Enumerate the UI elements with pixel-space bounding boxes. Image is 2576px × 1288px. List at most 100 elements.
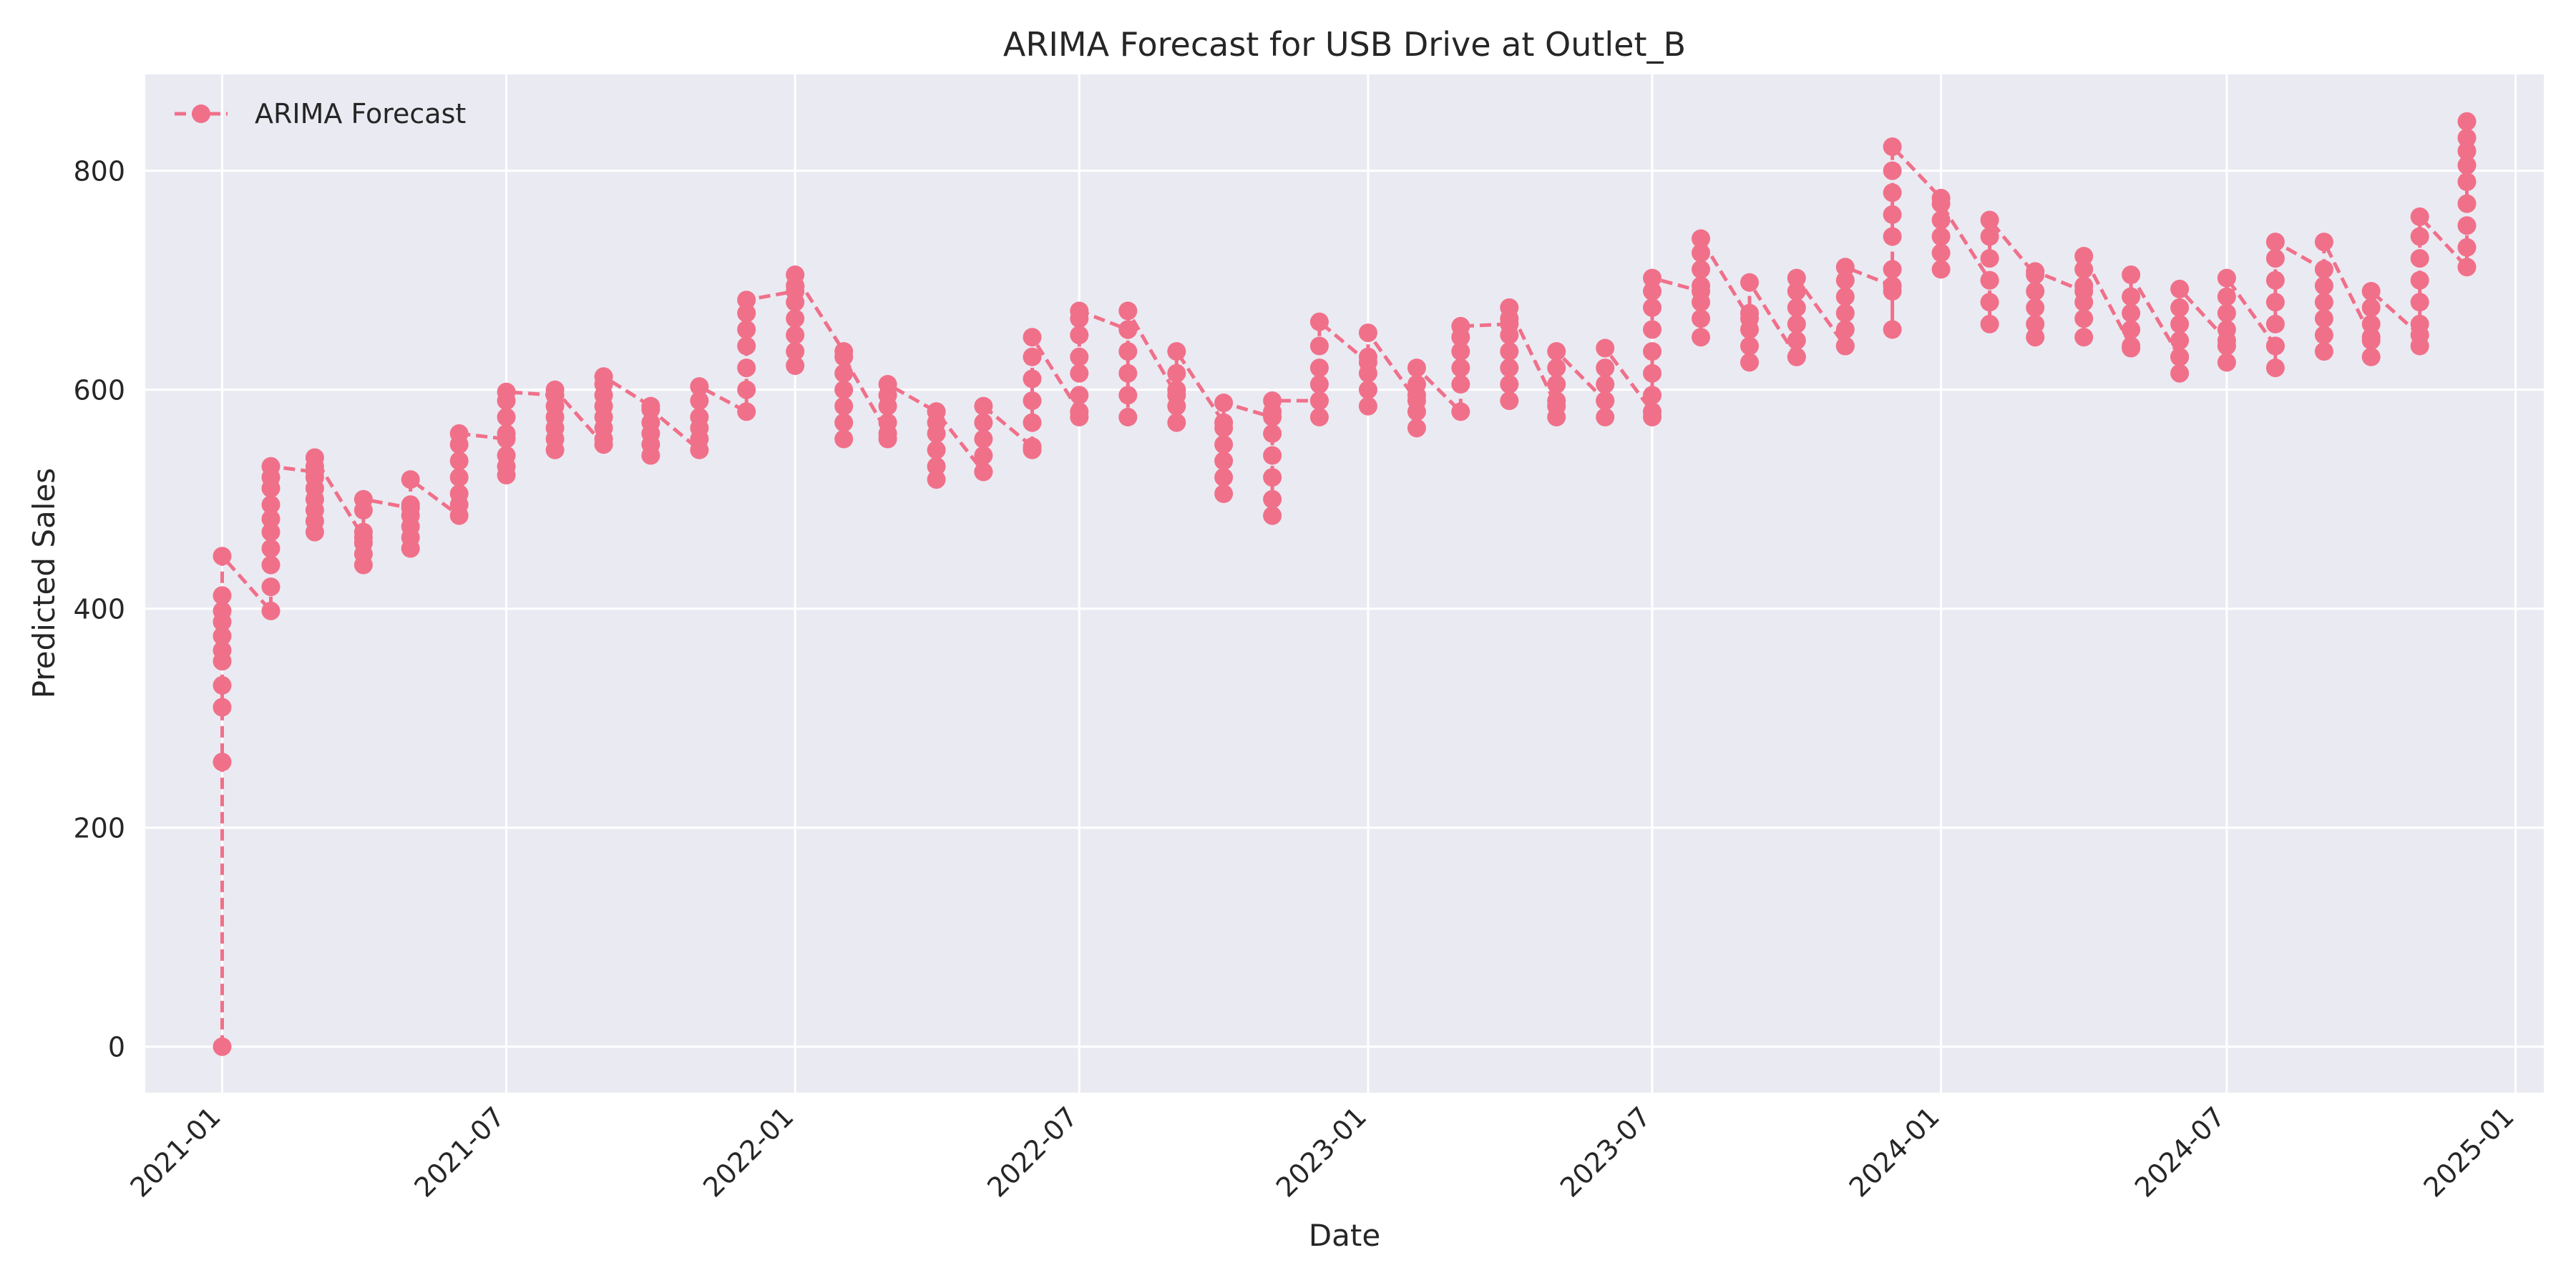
data-point xyxy=(786,309,805,328)
data-point xyxy=(878,375,897,394)
data-point xyxy=(305,448,324,467)
data-point xyxy=(261,601,280,620)
data-point xyxy=(1547,391,1566,410)
data-point xyxy=(2265,336,2285,356)
data-point xyxy=(974,429,993,449)
data-point xyxy=(1883,137,1902,156)
data-point xyxy=(1596,391,1615,410)
legend-marker xyxy=(192,104,210,123)
x-tick-label: 2025-01 xyxy=(2417,1101,2519,1203)
data-point xyxy=(2074,247,2094,265)
data-point xyxy=(1451,342,1470,361)
x-axis-label: Date xyxy=(1309,1218,1380,1253)
data-point xyxy=(1500,375,1519,394)
y-axis-label: Predicted Sales xyxy=(26,468,62,698)
data-point xyxy=(1931,227,1951,246)
data-point xyxy=(2122,303,2141,323)
data-point xyxy=(2026,282,2045,301)
data-point xyxy=(2074,260,2094,279)
data-point xyxy=(1547,358,1566,378)
data-point xyxy=(2457,142,2477,161)
data-point xyxy=(737,336,756,356)
data-point xyxy=(449,452,469,471)
data-point xyxy=(1451,358,1470,378)
data-point xyxy=(545,380,565,399)
x-tick-label: 2023-01 xyxy=(1270,1101,1372,1203)
data-point xyxy=(2217,353,2236,372)
data-point xyxy=(1500,391,1519,410)
data-point xyxy=(213,626,232,645)
data-point xyxy=(213,601,232,620)
data-point xyxy=(1407,358,1426,378)
data-point xyxy=(1023,369,1042,389)
data-point xyxy=(786,265,805,284)
data-point xyxy=(2314,326,2333,345)
data-point xyxy=(2074,293,2094,312)
data-point xyxy=(1118,407,1138,426)
data-point xyxy=(1835,336,1855,356)
data-point xyxy=(1835,270,1855,290)
data-point xyxy=(974,413,993,432)
data-point xyxy=(1596,338,1615,358)
data-point xyxy=(1883,260,1902,279)
data-point xyxy=(1980,227,1999,246)
data-point xyxy=(2410,314,2429,333)
x-tick-label: 2022-01 xyxy=(697,1101,799,1203)
data-point xyxy=(2170,298,2190,317)
data-point xyxy=(1309,391,1329,410)
data-point xyxy=(1643,268,1662,288)
data-point xyxy=(213,698,232,717)
data-point xyxy=(2457,258,2477,277)
data-point xyxy=(2314,233,2333,252)
data-point xyxy=(1835,303,1855,323)
data-point xyxy=(1407,419,1426,438)
data-point xyxy=(261,577,280,597)
data-point xyxy=(1692,309,1710,328)
data-point xyxy=(737,303,756,323)
data-point xyxy=(737,291,756,310)
data-point xyxy=(737,402,756,421)
data-point xyxy=(834,364,854,383)
data-point xyxy=(1263,506,1282,525)
data-point xyxy=(1835,287,1855,306)
data-point xyxy=(2217,303,2236,323)
data-point xyxy=(545,396,565,416)
data-point xyxy=(2265,233,2285,252)
data-point xyxy=(1263,468,1282,487)
data-point xyxy=(641,400,660,419)
data-point xyxy=(1883,227,1902,246)
data-point xyxy=(786,356,805,375)
data-point xyxy=(2361,331,2381,350)
data-point xyxy=(1787,282,1806,301)
x-tick-label: 2021-07 xyxy=(409,1101,511,1203)
data-point xyxy=(737,380,756,399)
data-point xyxy=(2314,293,2333,312)
data-point xyxy=(1740,336,1759,356)
data-point xyxy=(1167,396,1186,416)
data-point xyxy=(2170,364,2190,383)
data-point xyxy=(1547,342,1566,361)
data-point xyxy=(834,347,854,366)
data-point xyxy=(786,326,805,345)
data-point xyxy=(1023,391,1042,410)
data-point xyxy=(1118,342,1138,361)
data-point xyxy=(737,320,756,339)
data-point xyxy=(1070,326,1089,345)
y-tick-label: 400 xyxy=(73,594,125,625)
data-point xyxy=(213,640,232,660)
data-point xyxy=(1643,407,1662,426)
data-point xyxy=(1500,326,1519,345)
x-tick-label: 2024-01 xyxy=(1843,1101,1946,1203)
data-point xyxy=(927,402,946,421)
data-point xyxy=(213,1037,232,1056)
data-point xyxy=(2074,309,2094,328)
y-tick-label: 600 xyxy=(73,375,125,406)
data-point xyxy=(1547,375,1566,394)
data-point xyxy=(1070,347,1089,366)
data-point xyxy=(2170,279,2190,298)
y-tick-label: 0 xyxy=(108,1032,125,1063)
data-point xyxy=(834,396,854,416)
data-point xyxy=(974,396,993,416)
data-point xyxy=(1500,298,1519,317)
data-point xyxy=(1309,407,1329,426)
